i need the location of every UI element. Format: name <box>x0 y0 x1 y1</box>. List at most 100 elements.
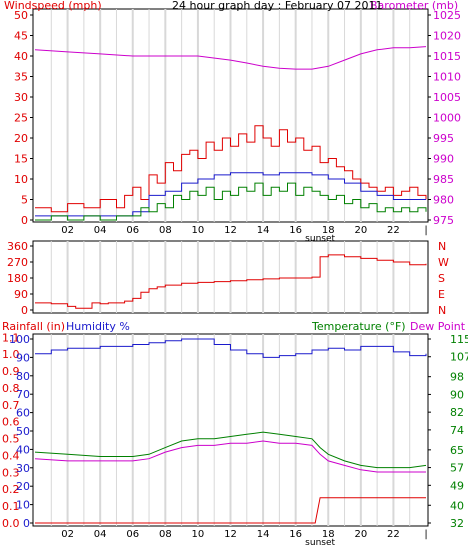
temperature-tick-label: 65 <box>450 444 464 457</box>
temperature-tick-label: 57 <box>450 462 464 475</box>
rain-tick-label: 0.7 <box>2 399 20 412</box>
compass-label: S <box>438 272 445 285</box>
x-tick-label: 12 <box>224 225 237 236</box>
x-tick-label: 08 <box>159 529 172 540</box>
left-tick-label: 25 <box>14 112 28 125</box>
temperature-tick-label: 74 <box>450 424 464 437</box>
x-tick-label: 06 <box>126 529 139 540</box>
x-tick-label: 04 <box>94 529 107 540</box>
humidity-tick-label: 20 <box>16 480 30 493</box>
x-tick-label: 04 <box>94 225 107 236</box>
right-tick-label: 995 <box>433 132 454 145</box>
dewpoint-line <box>34 440 426 473</box>
chart-title: 24 hour graph day : February 07 2011 <box>172 0 383 12</box>
wind-peak-line <box>35 125 427 213</box>
x-tick-label: 14 <box>257 529 270 540</box>
left-tick-label: 35 <box>14 71 28 84</box>
direction-tick-label: 90 <box>14 288 28 301</box>
right-tick-label: 1015 <box>433 50 461 63</box>
compass-label: N <box>438 240 446 253</box>
x-tick-label: 02 <box>61 529 74 540</box>
rain-tick-label: 0.3 <box>2 466 20 479</box>
right-tick-label: 1025 <box>433 9 461 22</box>
humidity-tick-label: 90 <box>16 351 30 364</box>
humidity-tick-label: 70 <box>16 388 30 401</box>
left-tick-label: 0 <box>21 214 28 227</box>
sunset-label: sunset <box>305 538 335 548</box>
temperature-tick-label: 107 <box>450 351 468 364</box>
left-tick-label: 50 <box>14 9 28 22</box>
temperature-tick-label: 32 <box>450 517 464 530</box>
rain-tick-label: 1.0 <box>2 348 20 361</box>
rain-tick-label: 0.0 <box>2 517 20 530</box>
x-tick-label: 08 <box>159 225 172 236</box>
humidity-tick-label: 10 <box>16 499 30 512</box>
rain-tick-label: 0.4 <box>2 449 20 462</box>
humidity-tick-label: 30 <box>16 462 30 475</box>
left-tick-label: 30 <box>14 91 28 104</box>
temperature-axis-label: Temperature (°F) <box>311 320 406 333</box>
direction-tick-label: 270 <box>7 256 28 269</box>
rain-tick-label: 0.6 <box>2 416 20 429</box>
x-tick-label: 20 <box>354 529 367 540</box>
right-tick-label: 985 <box>433 173 454 186</box>
temperature-tick-label: 90 <box>450 388 464 401</box>
temperature-tick-label: 49 <box>450 479 464 492</box>
left-tick-label: 15 <box>14 153 28 166</box>
x-tick-label: 18 <box>322 225 335 236</box>
x-tick-label: 10 <box>192 225 205 236</box>
temperature-tick-label: 40 <box>450 499 464 512</box>
x-end-mark: | <box>424 529 427 540</box>
x-tick-label: 02 <box>61 225 74 236</box>
rainfall-line <box>35 497 426 524</box>
x-tick-label: 20 <box>354 225 367 236</box>
x-tick-label: 16 <box>289 529 302 540</box>
dewpoint-axis-label: Dew Point <box>410 320 466 333</box>
direction-tick-label: 360 <box>7 240 28 253</box>
temperature-tick-label: 98 <box>450 371 464 384</box>
rain-tick-label: 0.2 <box>2 483 20 496</box>
right-tick-label: 980 <box>433 194 454 207</box>
x-tick-label: 18 <box>322 529 335 540</box>
rainfall-axis-label: Rainfall (in) <box>2 320 65 333</box>
left-tick-label: 5 <box>21 194 28 207</box>
humidity-tick-label: 50 <box>16 425 30 438</box>
humidity-line <box>35 338 427 358</box>
direction-tick-label: 0 <box>21 304 28 317</box>
x-tick-label: 22 <box>387 529 400 540</box>
right-tick-label: 1000 <box>433 112 461 125</box>
rain-tick-label: 0.5 <box>2 433 20 446</box>
x-tick-label: 14 <box>257 225 270 236</box>
compass-label: W <box>438 256 449 269</box>
humidity-tick-label: 100 <box>9 333 30 346</box>
compass-label: E <box>438 288 445 301</box>
rain-tick-label: 0.9 <box>2 365 20 378</box>
left-tick-label: 20 <box>14 132 28 145</box>
x-tick-label: 16 <box>289 225 302 236</box>
right-tick-label: 1010 <box>433 71 461 84</box>
rain-tick-label: 0.1 <box>2 500 20 513</box>
humidity-tick-label: 40 <box>16 443 30 456</box>
wind-direction-line <box>35 254 427 309</box>
right-tick-label: 1020 <box>433 30 461 43</box>
left-tick-label: 40 <box>14 50 28 63</box>
temperature-line <box>34 431 427 469</box>
humidity-axis-label: Humidity % <box>66 320 130 333</box>
left-tick-label: 45 <box>14 30 28 43</box>
temperature-tick-label: 115 <box>450 333 468 346</box>
right-axis-label: Barometer (mb) <box>370 0 458 12</box>
rain-tick-label: 1.1 <box>2 331 20 344</box>
humidity-tick-label: 0 <box>23 517 30 530</box>
x-tick-label: 12 <box>224 529 237 540</box>
left-axis-label: Windspeed (mph) <box>4 0 102 12</box>
wind-avg-line <box>35 182 427 221</box>
temperature-tick-label: 82 <box>450 406 464 419</box>
x-tick-label: 22 <box>387 225 400 236</box>
x-end-mark: | <box>424 225 427 236</box>
left-tick-label: 10 <box>14 173 28 186</box>
x-tick-label: 10 <box>192 529 205 540</box>
wind-gust-line <box>35 172 426 217</box>
right-tick-label: 1005 <box>433 91 461 104</box>
right-tick-label: 975 <box>433 214 454 227</box>
